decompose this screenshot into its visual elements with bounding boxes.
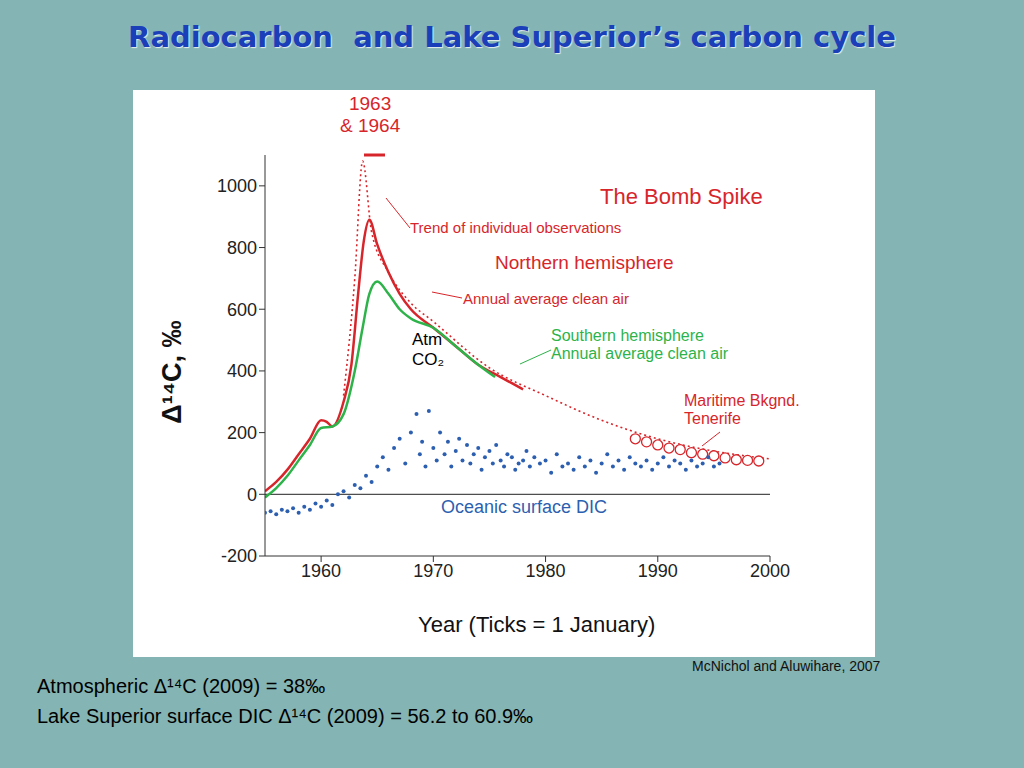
html-text:Maritime Bkgnd. Tenerife: Maritime Bkgnd. Tenerife — [684, 392, 800, 428]
svg-text:400: 400 — [227, 361, 257, 381]
html-text:Oceanic surface DIC: Oceanic surface DIC — [441, 497, 608, 517]
svg-text:1960: 1960 — [301, 561, 341, 581]
html-text:Year (Ticks = 1 January): Year (Ticks = 1 January) — [418, 612, 656, 637]
html-text:Trend of individual observatio: Trend of individual observations — [410, 219, 622, 236]
svg-text:-200: -200 — [221, 546, 257, 566]
html-text:Atm CO₂: Atm CO₂ — [412, 330, 445, 369]
html-text:Northern hemisphere: Northern hemisphere — [495, 252, 674, 273]
svg-text:1990: 1990 — [638, 561, 678, 581]
svg-text:2000: 2000 — [750, 561, 790, 581]
html-text:Δ¹⁴C, ‰: Δ¹⁴C, ‰ — [156, 320, 187, 424]
html-text:The Bomb Spike: The Bomb Spike — [600, 184, 763, 209]
html-text:Annual average clean air: Annual average clean air — [463, 290, 629, 307]
svg-text:1000: 1000 — [217, 176, 257, 196]
svg-text:1970: 1970 — [413, 561, 453, 581]
svg-text:200: 200 — [227, 423, 257, 443]
html-text:Southern hemisphere Annual ave: Southern hemisphere Annual average clean… — [551, 327, 728, 363]
html-text:Lake Superior surface DIC Δ¹⁴C: Lake Superior surface DIC Δ¹⁴C (2009) = … — [37, 705, 534, 727]
svg-text:800: 800 — [227, 238, 257, 258]
svg-text:0: 0 — [247, 485, 257, 505]
html-text:1963 & 1964: 1963 & 1964 — [340, 93, 401, 136]
html-text:Atmospheric Δ¹⁴C (2009) = 38‰: Atmospheric Δ¹⁴C (2009) = 38‰ — [37, 675, 326, 697]
html-text:McNichol and Aluwihare, 2007: McNichol and Aluwihare, 2007 — [692, 658, 881, 674]
svg-text:1980: 1980 — [526, 561, 566, 581]
svg-text:600: 600 — [227, 300, 257, 320]
html-text:Radiocarbon and Lake Superior’: Radiocarbon and Lake Superior’s carbon c… — [128, 20, 896, 54]
